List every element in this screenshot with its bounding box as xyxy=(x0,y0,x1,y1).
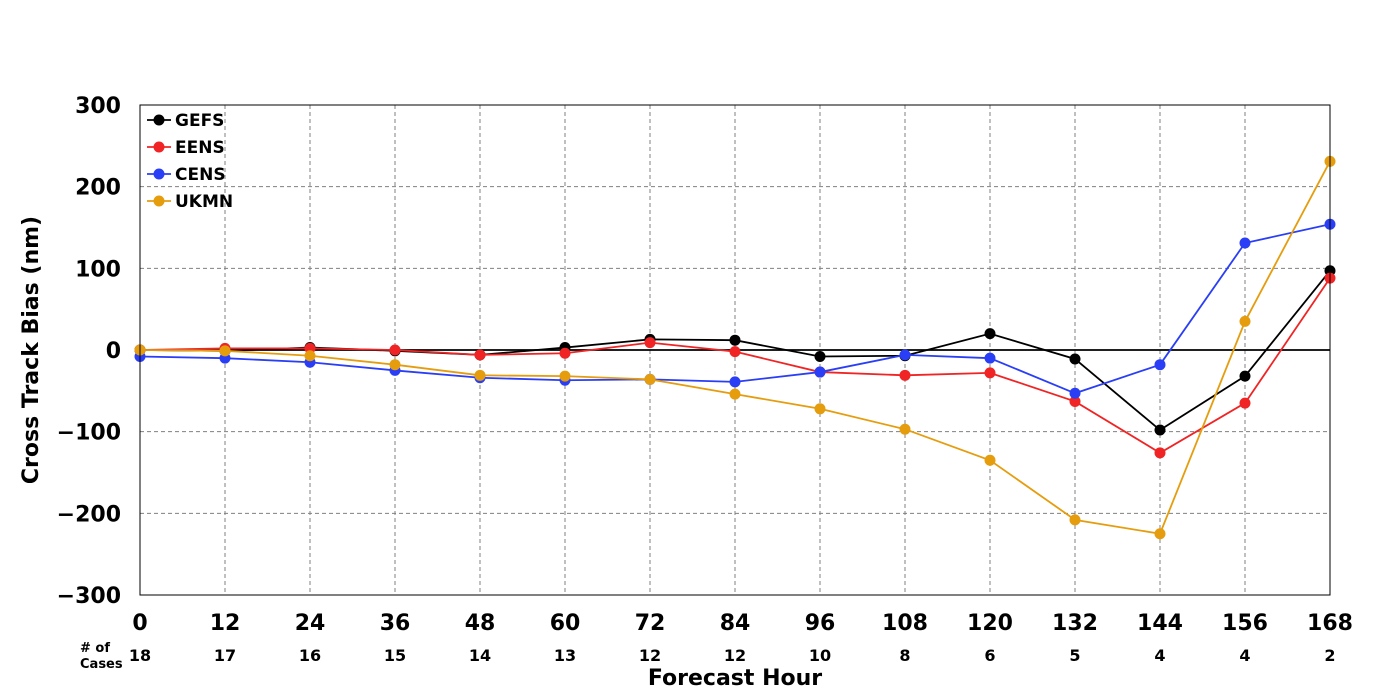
x-tick-label: 12 xyxy=(210,611,241,636)
y-tick-label: −300 xyxy=(57,584,121,609)
case-count: 2 xyxy=(1324,646,1335,665)
case-count: 6 xyxy=(984,646,995,665)
series-layer xyxy=(134,155,1336,540)
x-tick-label: 84 xyxy=(720,611,751,636)
x-tick-label: 24 xyxy=(295,611,326,636)
data-point-gefs xyxy=(984,328,996,340)
x-tick-label: 120 xyxy=(967,611,1013,636)
y-tick-label: 300 xyxy=(75,94,121,119)
data-point-eens xyxy=(389,344,401,356)
data-point-gefs xyxy=(1154,424,1166,436)
y-tick-label: 200 xyxy=(75,176,121,201)
data-point-ukmn xyxy=(1239,315,1251,327)
data-point-gefs xyxy=(814,351,826,363)
legend-label: UKMN xyxy=(175,192,233,212)
legend-swatch-marker xyxy=(153,141,165,153)
y-tick-label: −100 xyxy=(57,421,121,446)
data-point-cens xyxy=(984,352,996,364)
x-tick-label: 36 xyxy=(380,611,411,636)
case-count: 15 xyxy=(384,646,406,665)
x-axis-label: Forecast Hour xyxy=(648,666,822,691)
data-point-ukmn xyxy=(644,373,656,385)
data-point-eens xyxy=(559,347,571,359)
x-tick-labels: 0 12 24 36 48 60 72 84 96 108 120 132 144 156 168 xyxy=(132,611,1353,636)
case-count: 18 xyxy=(129,646,151,665)
x-tick-label: 156 xyxy=(1222,611,1268,636)
data-point-gefs xyxy=(1069,353,1081,365)
case-count: 12 xyxy=(724,646,746,665)
plot-frame xyxy=(139,104,1331,596)
legend-label: GEFS xyxy=(175,111,224,131)
x-tick-label: 0 xyxy=(132,611,147,636)
data-point-eens xyxy=(729,346,741,358)
data-point-ukmn xyxy=(219,345,231,357)
case-count: 13 xyxy=(554,646,576,665)
x-tick-label: 108 xyxy=(882,611,928,636)
y-axis-label: Cross Track Bias (nm) xyxy=(19,216,44,484)
data-point-eens xyxy=(644,337,656,349)
data-point-gefs xyxy=(729,334,741,346)
data-point-ukmn xyxy=(389,359,401,371)
legend-swatch-marker xyxy=(153,168,165,180)
data-point-cens xyxy=(1239,237,1251,249)
case-count: 8 xyxy=(899,646,910,665)
case-count: 4 xyxy=(1154,646,1165,665)
legend: GEFS EENS CENS UKMN xyxy=(147,111,233,212)
legend-item-gefs: GEFS xyxy=(147,111,224,131)
legend-item-eens: EENS xyxy=(147,138,225,158)
legend-item-ukmn: UKMN xyxy=(147,192,233,212)
data-point-ukmn xyxy=(729,388,741,400)
case-count: 17 xyxy=(214,646,236,665)
data-point-ukmn xyxy=(474,369,486,381)
series-ukmn xyxy=(134,155,1336,540)
data-point-eens xyxy=(1069,395,1081,407)
y-tick-label: −200 xyxy=(57,502,121,527)
data-point-ukmn xyxy=(304,350,316,362)
y-tick-label: 100 xyxy=(75,257,121,282)
case-count: 12 xyxy=(639,646,661,665)
data-point-gefs xyxy=(1239,370,1251,382)
data-point-eens xyxy=(984,367,996,379)
y-tick-labels: 300 200 100 0 −100 −200 −300 xyxy=(57,94,121,609)
case-count: 5 xyxy=(1069,646,1080,665)
legend-item-cens: CENS xyxy=(147,165,226,185)
data-point-eens xyxy=(899,369,911,381)
legend-label: EENS xyxy=(175,138,225,158)
x-tick-label: 144 xyxy=(1137,611,1183,636)
x-tick-label: 48 xyxy=(465,611,496,636)
x-tick-label: 60 xyxy=(550,611,581,636)
data-point-ukmn xyxy=(1154,528,1166,540)
case-count: 14 xyxy=(469,646,491,665)
data-point-ukmn xyxy=(1069,514,1081,526)
legend-label: CENS xyxy=(175,165,226,185)
data-point-cens xyxy=(1069,387,1081,399)
case-count: 10 xyxy=(809,646,831,665)
legend-swatch-marker xyxy=(153,114,165,126)
data-point-eens xyxy=(474,349,486,361)
case-count: 4 xyxy=(1239,646,1250,665)
data-point-cens xyxy=(729,376,741,388)
x-tick-label: 72 xyxy=(635,611,666,636)
data-point-cens xyxy=(1154,359,1166,371)
y-tick-label: 0 xyxy=(106,339,121,364)
data-point-ukmn xyxy=(814,403,826,415)
data-point-eens xyxy=(1239,397,1251,409)
data-point-ukmn xyxy=(559,370,571,382)
cases-row: 18 17 16 15 14 13 12 12 10 8 6 5 4 4 2 xyxy=(129,646,1336,665)
data-point-cens xyxy=(814,366,826,378)
legend-swatch-marker xyxy=(153,195,165,207)
x-tick-label: 132 xyxy=(1052,611,1098,636)
case-count: 16 xyxy=(299,646,321,665)
data-point-ukmn xyxy=(984,454,996,466)
data-point-ukmn xyxy=(899,423,911,435)
data-point-cens xyxy=(899,349,911,361)
x-tick-label: 96 xyxy=(805,611,836,636)
cases-label-line-2: Cases xyxy=(80,657,123,672)
data-point-eens xyxy=(1154,447,1166,459)
cases-label-line-1: # of xyxy=(80,641,110,656)
x-tick-label: 168 xyxy=(1307,611,1353,636)
